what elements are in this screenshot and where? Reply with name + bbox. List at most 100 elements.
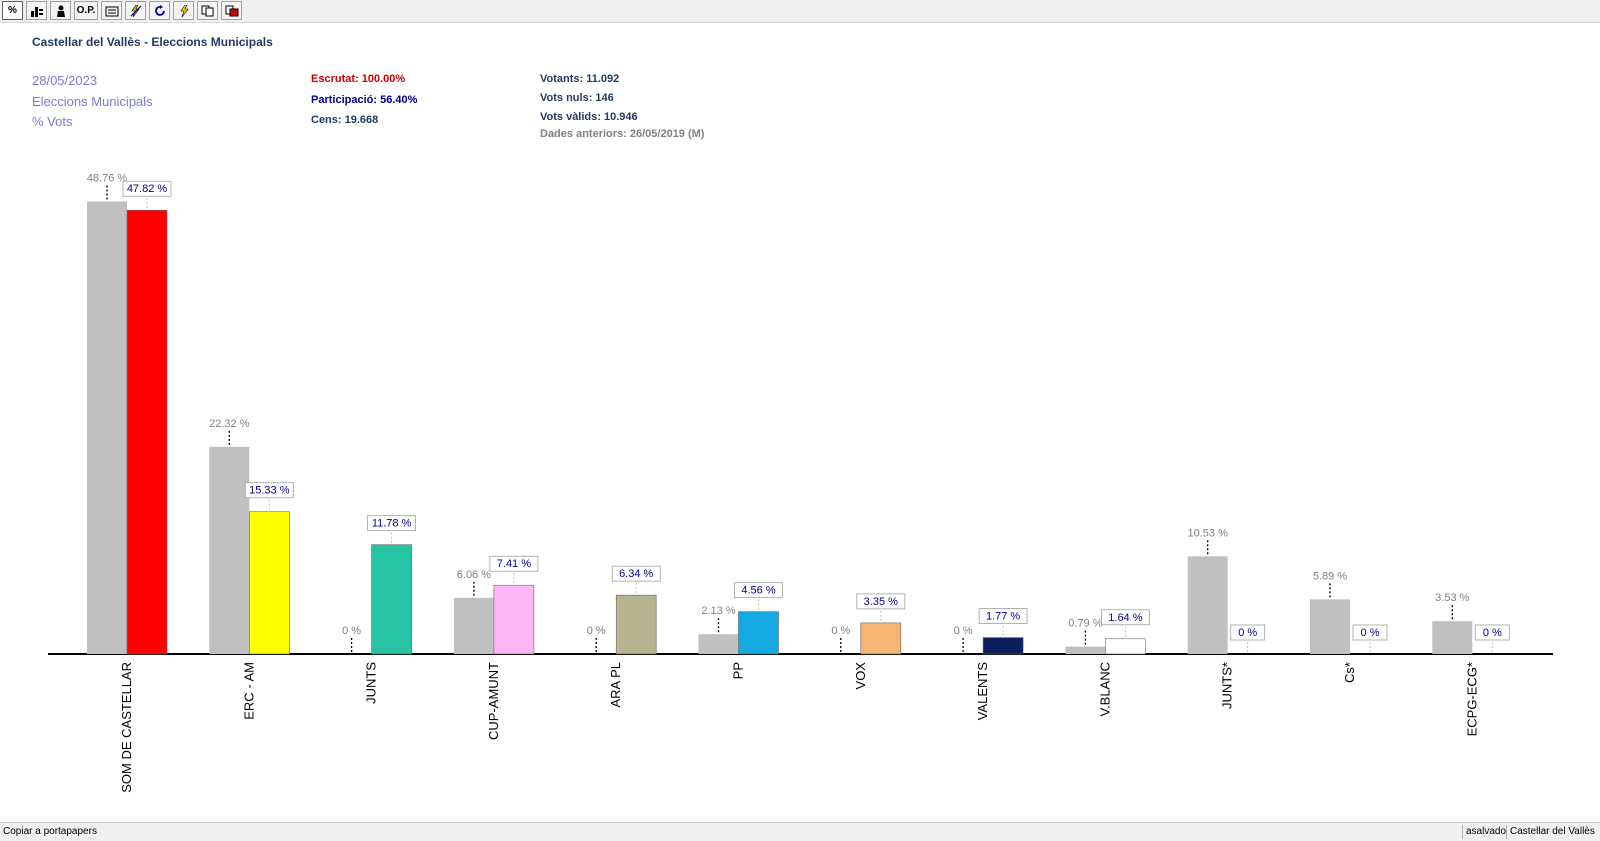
category-label: VALENTS	[975, 662, 990, 721]
votants-stat: Votants: 11.092	[540, 73, 620, 85]
previous-value-label: 10.53 %	[1188, 527, 1229, 539]
current-value-label: 47.82 %	[127, 183, 168, 195]
op-button[interactable]: O.P.	[74, 1, 98, 20]
election-date: 28/05/2023	[32, 73, 98, 88]
previous-value-label: 3.53 %	[1435, 592, 1469, 604]
current-value-label-box	[122, 180, 172, 197]
op-icon: O.P.	[76, 5, 96, 16]
previous-value-label: 0 %	[831, 625, 850, 637]
current-bar	[493, 584, 535, 655]
current-value-label-box	[1101, 609, 1150, 626]
status-message: Copiar a portapapers	[3, 826, 97, 837]
seats-chart-button[interactable]	[26, 1, 47, 20]
current-value-label: 15.33 %	[249, 485, 290, 497]
previous-value-label: 0.79 %	[1068, 618, 1102, 630]
cens-stat: Cens: 19.668	[311, 114, 379, 126]
current-value-label-box	[734, 582, 783, 599]
current-value-label-box	[1474, 624, 1510, 641]
current-value-label: 11.78 %	[372, 518, 412, 530]
export-icon	[225, 5, 238, 16]
category-label: CUP-AMUNT	[486, 662, 501, 740]
metric-label: % Vots	[32, 114, 73, 129]
current-value-label: 7.41 %	[497, 558, 531, 570]
participacio-stat: Participació: 56.40%	[311, 94, 418, 106]
current-value-label-box	[856, 593, 906, 610]
previous-bar	[1310, 599, 1350, 654]
copy-icon	[201, 5, 213, 16]
status-bar: Copiar a portapapers asalvado Castellar …	[0, 822, 1600, 841]
previous-bar	[1187, 556, 1228, 654]
current-bar	[1105, 638, 1146, 655]
category-label: JUNTS	[364, 662, 379, 704]
previous-bar	[698, 634, 739, 654]
current-value-label: 1.64 %	[1108, 612, 1142, 624]
previous-value-label: 5.89 %	[1313, 570, 1347, 582]
current-value-label-box	[1352, 624, 1388, 641]
category-label: V.BLANC	[1097, 662, 1112, 716]
seats-chart-icon	[30, 6, 43, 17]
category-label: VOX	[853, 662, 868, 690]
category-label: ECPG-ECG*	[1464, 662, 1479, 736]
current-value-label: 6.34 %	[619, 568, 653, 580]
current-value-label: 0 %	[1361, 627, 1380, 639]
previous-bar	[1065, 646, 1106, 654]
previous-value-label: 0 %	[342, 625, 361, 637]
copy-button[interactable]	[197, 1, 218, 20]
previous-value-label: 48.76 %	[87, 173, 128, 185]
current-bar	[738, 611, 779, 655]
refresh-button[interactable]	[149, 1, 170, 20]
category-label: SOM DE CASTELLAR	[119, 662, 134, 793]
previous-bar	[1432, 621, 1473, 654]
current-bar	[982, 637, 1024, 655]
vots-nuls-stat: Vots nuls: 146	[540, 92, 614, 104]
current-value-label: 0 %	[1238, 627, 1257, 639]
folder-icon	[105, 6, 118, 16]
compare-button[interactable]	[125, 1, 146, 20]
previous-value-label: 6.06 %	[457, 569, 491, 581]
compare-icon	[130, 4, 141, 17]
current-value-label-box	[367, 515, 417, 532]
status-location: Castellar del Vallès	[1506, 825, 1595, 839]
category-label: PP	[731, 662, 746, 679]
export-button[interactable]	[221, 1, 242, 20]
current-value-label-box	[978, 608, 1028, 624]
vots-valids-stat: Vots vàlids: 10.946	[540, 111, 638, 123]
previous-value-label: 2.13 %	[701, 605, 735, 617]
previous-bar	[87, 201, 127, 654]
current-bar	[371, 544, 412, 655]
page-title: Castellar del Vallès - Eleccions Municip…	[32, 35, 273, 49]
previous-value-label: 22.32 %	[209, 418, 250, 430]
toolbar: % O.P.	[0, 0, 1600, 23]
previous-bar	[209, 446, 250, 654]
current-value-label-box	[611, 565, 661, 582]
category-label: ARA PL	[608, 662, 623, 708]
current-value-label-box	[1230, 624, 1266, 641]
lightning-icon	[179, 4, 189, 17]
current-value-label: 1.77 %	[986, 611, 1020, 623]
escrutat-stat: Escrutat: 100.00%	[311, 73, 406, 85]
current-bar	[126, 209, 168, 655]
previous-value-label: 0 %	[587, 625, 606, 637]
refresh-icon	[154, 4, 165, 16]
person-button[interactable]	[50, 1, 71, 20]
dades-anteriors-stat: Dades anteriors: 26/05/2019 (M)	[540, 128, 705, 140]
percent-icon: %	[8, 5, 17, 16]
previous-bar	[453, 597, 494, 654]
election-type: Eleccions Municipals	[32, 94, 153, 109]
folder-button[interactable]	[101, 1, 122, 20]
category-label: Cs*	[1342, 662, 1357, 683]
previous-value-label: 0 %	[954, 625, 973, 637]
current-bar	[249, 511, 290, 655]
current-bar	[860, 622, 902, 655]
current-bar	[615, 594, 657, 655]
current-value-label: 4.56 %	[741, 585, 775, 597]
current-value-label-box	[489, 555, 539, 572]
lightning-button[interactable]	[173, 1, 194, 20]
current-value-label-box	[244, 482, 294, 499]
person-icon	[56, 5, 65, 17]
category-label: JUNTS*	[1220, 662, 1235, 709]
status-user: asalvado	[1462, 825, 1506, 839]
percent-button[interactable]: %	[2, 1, 23, 20]
current-value-label: 0 %	[1483, 627, 1502, 639]
